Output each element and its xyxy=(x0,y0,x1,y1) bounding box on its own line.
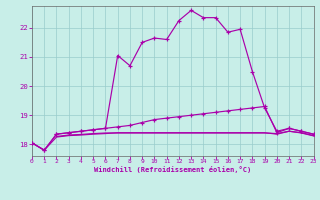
X-axis label: Windchill (Refroidissement éolien,°C): Windchill (Refroidissement éolien,°C) xyxy=(94,166,252,173)
